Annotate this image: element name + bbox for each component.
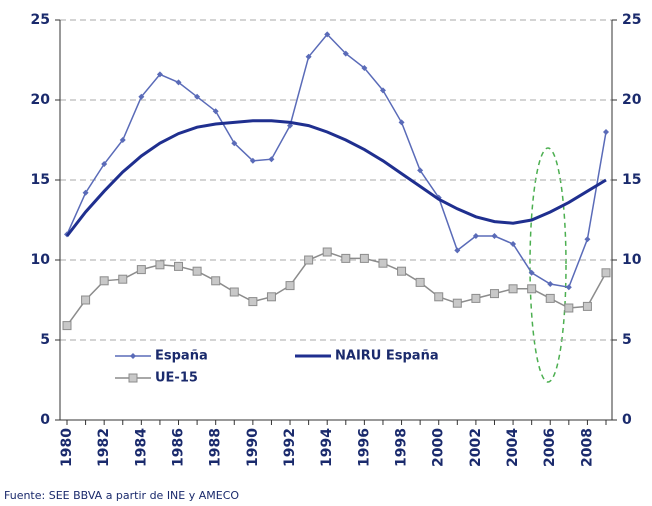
marker bbox=[130, 353, 136, 359]
y-tick-label: 0 bbox=[40, 412, 50, 428]
marker bbox=[528, 269, 535, 276]
marker bbox=[266, 292, 276, 302]
marker bbox=[565, 284, 572, 291]
x-tick-label: 1988 bbox=[208, 428, 224, 467]
marker bbox=[379, 87, 386, 94]
x-tick-label: 2002 bbox=[468, 428, 484, 467]
marker bbox=[211, 276, 221, 286]
x-tick-label: 1996 bbox=[356, 428, 372, 467]
marker bbox=[322, 247, 332, 257]
series-line bbox=[66, 33, 607, 289]
y-tick-label: 15 bbox=[31, 172, 50, 188]
x-tick-label: 1980 bbox=[59, 428, 75, 467]
marker bbox=[128, 373, 138, 383]
marker bbox=[212, 108, 219, 115]
marker bbox=[489, 289, 499, 299]
marker bbox=[81, 295, 91, 305]
y-tick-label: 20 bbox=[31, 92, 51, 108]
series-line bbox=[65, 119, 607, 237]
marker bbox=[304, 255, 314, 265]
x-tick-label: 2006 bbox=[542, 428, 558, 467]
marker bbox=[564, 303, 574, 313]
y2-tick-label: 0 bbox=[622, 412, 632, 428]
marker bbox=[510, 241, 517, 247]
y2-tick-label: 20 bbox=[622, 92, 642, 108]
x-tick-label: 1992 bbox=[282, 428, 298, 467]
marker bbox=[101, 161, 108, 167]
marker bbox=[415, 277, 425, 287]
marker bbox=[175, 79, 182, 86]
x-tick-label: 1990 bbox=[245, 428, 261, 467]
y2-tick-label: 10 bbox=[622, 252, 642, 268]
marker bbox=[249, 157, 256, 164]
marker bbox=[359, 253, 369, 263]
marker bbox=[229, 287, 239, 297]
x-tick-label: 1986 bbox=[171, 428, 187, 467]
marker bbox=[547, 281, 554, 287]
marker bbox=[471, 293, 481, 303]
y-tick-label: 5 bbox=[40, 332, 50, 348]
legend-label: UE-15 bbox=[155, 371, 198, 386]
marker bbox=[136, 265, 146, 275]
marker bbox=[138, 93, 145, 100]
marker bbox=[155, 260, 165, 270]
marker bbox=[361, 65, 368, 71]
marker bbox=[82, 189, 89, 196]
marker bbox=[378, 258, 388, 268]
marker bbox=[99, 276, 109, 286]
marker bbox=[324, 31, 331, 38]
legend-label: NAIRU España bbox=[335, 349, 439, 364]
marker bbox=[434, 292, 444, 302]
marker bbox=[452, 298, 462, 308]
marker bbox=[398, 119, 405, 126]
marker bbox=[454, 247, 461, 254]
marker bbox=[341, 253, 351, 263]
y-tick-label: 10 bbox=[31, 252, 51, 268]
marker bbox=[285, 281, 295, 291]
marker bbox=[545, 293, 555, 303]
x-tick-label: 1998 bbox=[394, 428, 410, 467]
legend-label: España bbox=[155, 349, 208, 364]
x-tick-label: 2008 bbox=[579, 428, 595, 467]
x-tick-label: 1982 bbox=[96, 428, 112, 467]
x-tick-label: 2004 bbox=[505, 428, 521, 467]
marker bbox=[417, 167, 424, 174]
marker bbox=[119, 137, 126, 143]
source: Fuente: SEE BBVA a partir de INE y AMECO bbox=[4, 489, 239, 502]
marker bbox=[472, 233, 479, 239]
y2-tick-label: 25 bbox=[622, 12, 641, 28]
x-tick-label: 1994 bbox=[319, 428, 335, 467]
marker bbox=[584, 236, 591, 243]
marker bbox=[62, 321, 72, 331]
x-tick-label: 1984 bbox=[133, 428, 149, 467]
marker bbox=[527, 284, 537, 294]
marker bbox=[231, 140, 238, 147]
highlight-ellipse bbox=[529, 147, 567, 383]
marker bbox=[397, 266, 407, 276]
x-tick-label: 2000 bbox=[431, 428, 447, 467]
marker bbox=[491, 233, 498, 239]
marker bbox=[508, 284, 518, 294]
marker bbox=[156, 71, 163, 78]
marker bbox=[118, 274, 128, 284]
marker bbox=[192, 266, 202, 276]
marker bbox=[601, 268, 611, 278]
marker bbox=[248, 297, 258, 307]
y2-tick-label: 15 bbox=[622, 172, 641, 188]
marker bbox=[582, 301, 592, 311]
y-tick-label: 25 bbox=[31, 12, 50, 28]
marker bbox=[268, 156, 275, 163]
marker bbox=[342, 50, 349, 57]
marker bbox=[174, 261, 184, 271]
marker bbox=[194, 93, 201, 100]
marker bbox=[305, 53, 312, 60]
y2-tick-label: 5 bbox=[622, 332, 632, 348]
marker bbox=[603, 129, 609, 135]
